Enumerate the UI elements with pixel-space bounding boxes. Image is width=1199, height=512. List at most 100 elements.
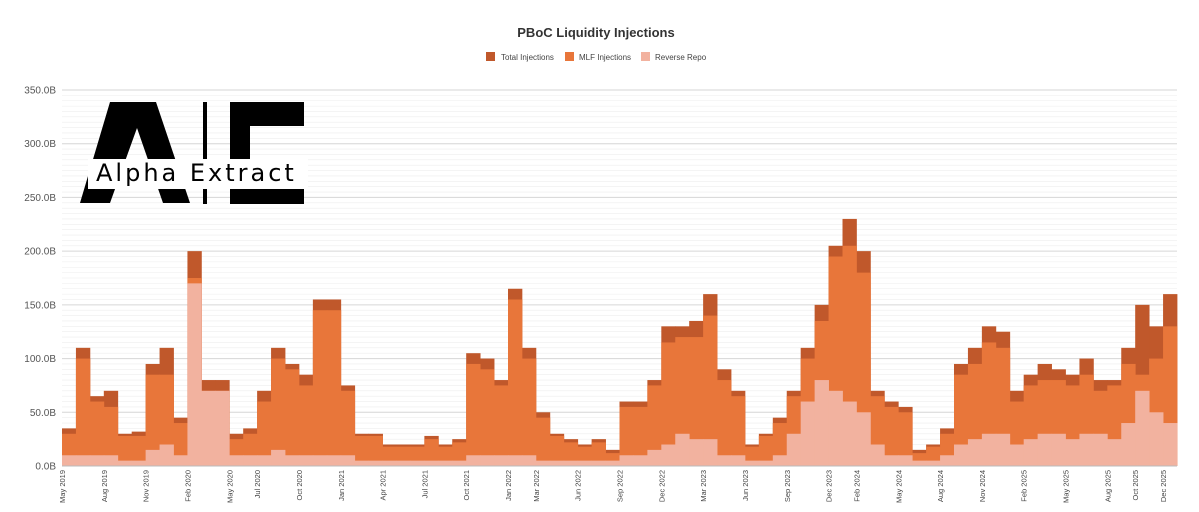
y-tick-label: 350.0B bbox=[24, 86, 56, 97]
bar-mlf-injections bbox=[563, 442, 579, 466]
bar-reverse-repo bbox=[1163, 423, 1178, 466]
x-tick-label: Sep 2023 bbox=[783, 470, 792, 502]
bar-reverse-repo bbox=[285, 455, 300, 466]
x-tick-label: Feb 2025 bbox=[1020, 470, 1029, 502]
x-tick-label: Dec 2022 bbox=[657, 470, 666, 502]
bar-reverse-repo bbox=[117, 460, 133, 466]
y-tick-label: 100.0B bbox=[24, 354, 56, 365]
y-tick-label: 200.0B bbox=[24, 247, 56, 258]
bar-mlf-injections bbox=[340, 390, 356, 466]
bar-reverse-repo bbox=[187, 283, 202, 466]
bar-reverse-repo bbox=[535, 460, 551, 466]
bar-reverse-repo bbox=[633, 455, 648, 466]
x-tick-label: Dec 2023 bbox=[825, 470, 834, 502]
bar-reverse-repo bbox=[201, 390, 216, 466]
bar-reverse-repo bbox=[1149, 412, 1164, 466]
bar-mlf-injections bbox=[424, 439, 439, 466]
bar-reverse-repo bbox=[940, 455, 955, 466]
bar-mlf-injections bbox=[521, 358, 537, 466]
x-tick-label: Oct 2020 bbox=[295, 470, 304, 500]
bar-mlf-injections bbox=[257, 401, 272, 466]
bar-reverse-repo bbox=[703, 439, 718, 466]
bar-reverse-repo bbox=[508, 455, 523, 466]
legend-item-total[interactable]: Total Injections bbox=[486, 52, 554, 62]
bar-reverse-repo bbox=[438, 460, 453, 466]
bar-reverse-repo bbox=[494, 455, 509, 466]
series-reverse-repo bbox=[62, 283, 1178, 466]
bar-reverse-repo bbox=[842, 401, 857, 466]
bar-reverse-repo bbox=[466, 455, 481, 466]
bar-reverse-repo bbox=[354, 460, 370, 466]
bar-reverse-repo bbox=[591, 460, 606, 466]
legend-swatch-total bbox=[486, 52, 495, 61]
bar-mlf-injections bbox=[466, 363, 481, 466]
bar-reverse-repo bbox=[870, 444, 885, 466]
bar-reverse-repo bbox=[1107, 439, 1122, 466]
y-axis: 0.0B 50.0B 100.0B 150.0B 200.0B 250.0B 300.0B 3… bbox=[24, 86, 56, 473]
bar-mlf-injections bbox=[535, 417, 551, 466]
bar-reverse-repo bbox=[215, 390, 230, 466]
bar-mlf-injections bbox=[452, 442, 467, 466]
bar-reverse-repo bbox=[1079, 433, 1094, 466]
bar-reverse-repo bbox=[62, 455, 77, 466]
bar-mlf-injections bbox=[661, 342, 676, 466]
bar-mlf-injections bbox=[271, 358, 286, 466]
bar-reverse-repo bbox=[410, 460, 425, 466]
x-tick-label: Jan 2022 bbox=[504, 470, 513, 501]
bar-mlf-injections bbox=[103, 406, 119, 466]
bar-reverse-repo bbox=[995, 433, 1011, 466]
bar-reverse-repo bbox=[605, 460, 620, 466]
bar-mlf-injections bbox=[354, 435, 370, 466]
x-tick-label: Jun 2022 bbox=[574, 470, 583, 501]
bar-reverse-repo bbox=[814, 380, 829, 466]
bar-reverse-repo bbox=[1023, 439, 1039, 466]
x-tick-label: Mar 2023 bbox=[699, 470, 708, 502]
bar-reverse-repo bbox=[981, 433, 997, 466]
bar-reverse-repo bbox=[717, 455, 732, 466]
bar-reverse-repo bbox=[480, 455, 495, 466]
bar-reverse-repo bbox=[772, 455, 788, 466]
bar-reverse-repo bbox=[1051, 433, 1066, 466]
legend-swatch-reverse-repo bbox=[641, 52, 650, 61]
bar-reverse-repo bbox=[549, 460, 565, 466]
bar-mlf-injections bbox=[131, 435, 147, 466]
plot-area bbox=[62, 218, 1178, 466]
bar-mlf-injections bbox=[884, 406, 899, 466]
legend-item-reverse-repo[interactable]: Reverse Repo bbox=[641, 52, 707, 62]
bar-reverse-repo bbox=[731, 455, 746, 466]
x-tick-label: Aug 2019 bbox=[100, 470, 109, 502]
bar-reverse-repo bbox=[271, 449, 286, 466]
x-tick-label: May 2019 bbox=[58, 470, 67, 503]
bar-reverse-repo bbox=[368, 460, 383, 466]
bar-mlf-injections bbox=[326, 310, 342, 466]
legend-swatch-mlf bbox=[565, 52, 574, 61]
bar-mlf-injections bbox=[75, 358, 91, 466]
bar-reverse-repo bbox=[1037, 433, 1052, 466]
y-tick-label: 50.0B bbox=[30, 408, 56, 419]
bar-reverse-repo bbox=[521, 455, 537, 466]
x-tick-label: Jul 2020 bbox=[253, 470, 262, 498]
bar-reverse-repo bbox=[173, 455, 188, 466]
x-tick-label: Oct 2021 bbox=[462, 470, 471, 500]
legend-label-reverse-repo: Reverse Repo bbox=[655, 53, 707, 62]
bar-mlf-injections bbox=[619, 406, 634, 466]
x-tick-label: Jan 2021 bbox=[337, 470, 346, 501]
bar-reverse-repo bbox=[954, 444, 969, 466]
bar-reverse-repo bbox=[689, 439, 704, 466]
logo-text: Alpha Extract bbox=[96, 159, 297, 187]
y-tick-label: 0.0B bbox=[35, 462, 56, 473]
bar-reverse-repo bbox=[298, 455, 314, 466]
x-tick-label: Sep 2022 bbox=[616, 470, 625, 502]
bar-mlf-injections bbox=[145, 374, 160, 466]
legend-item-mlf[interactable]: MLF Injections bbox=[565, 52, 631, 62]
bar-reverse-repo bbox=[229, 455, 244, 466]
bar-reverse-repo bbox=[145, 449, 160, 466]
bar-reverse-repo bbox=[675, 433, 690, 466]
legend-label-total: Total Injections bbox=[501, 53, 554, 62]
bar-mlf-injections bbox=[731, 396, 746, 466]
bar-reverse-repo bbox=[1065, 439, 1080, 466]
x-tick-label: Nov 2024 bbox=[978, 470, 987, 502]
bar-reverse-repo bbox=[967, 439, 983, 466]
alpha-extract-logo: Alpha Extract bbox=[80, 102, 308, 204]
